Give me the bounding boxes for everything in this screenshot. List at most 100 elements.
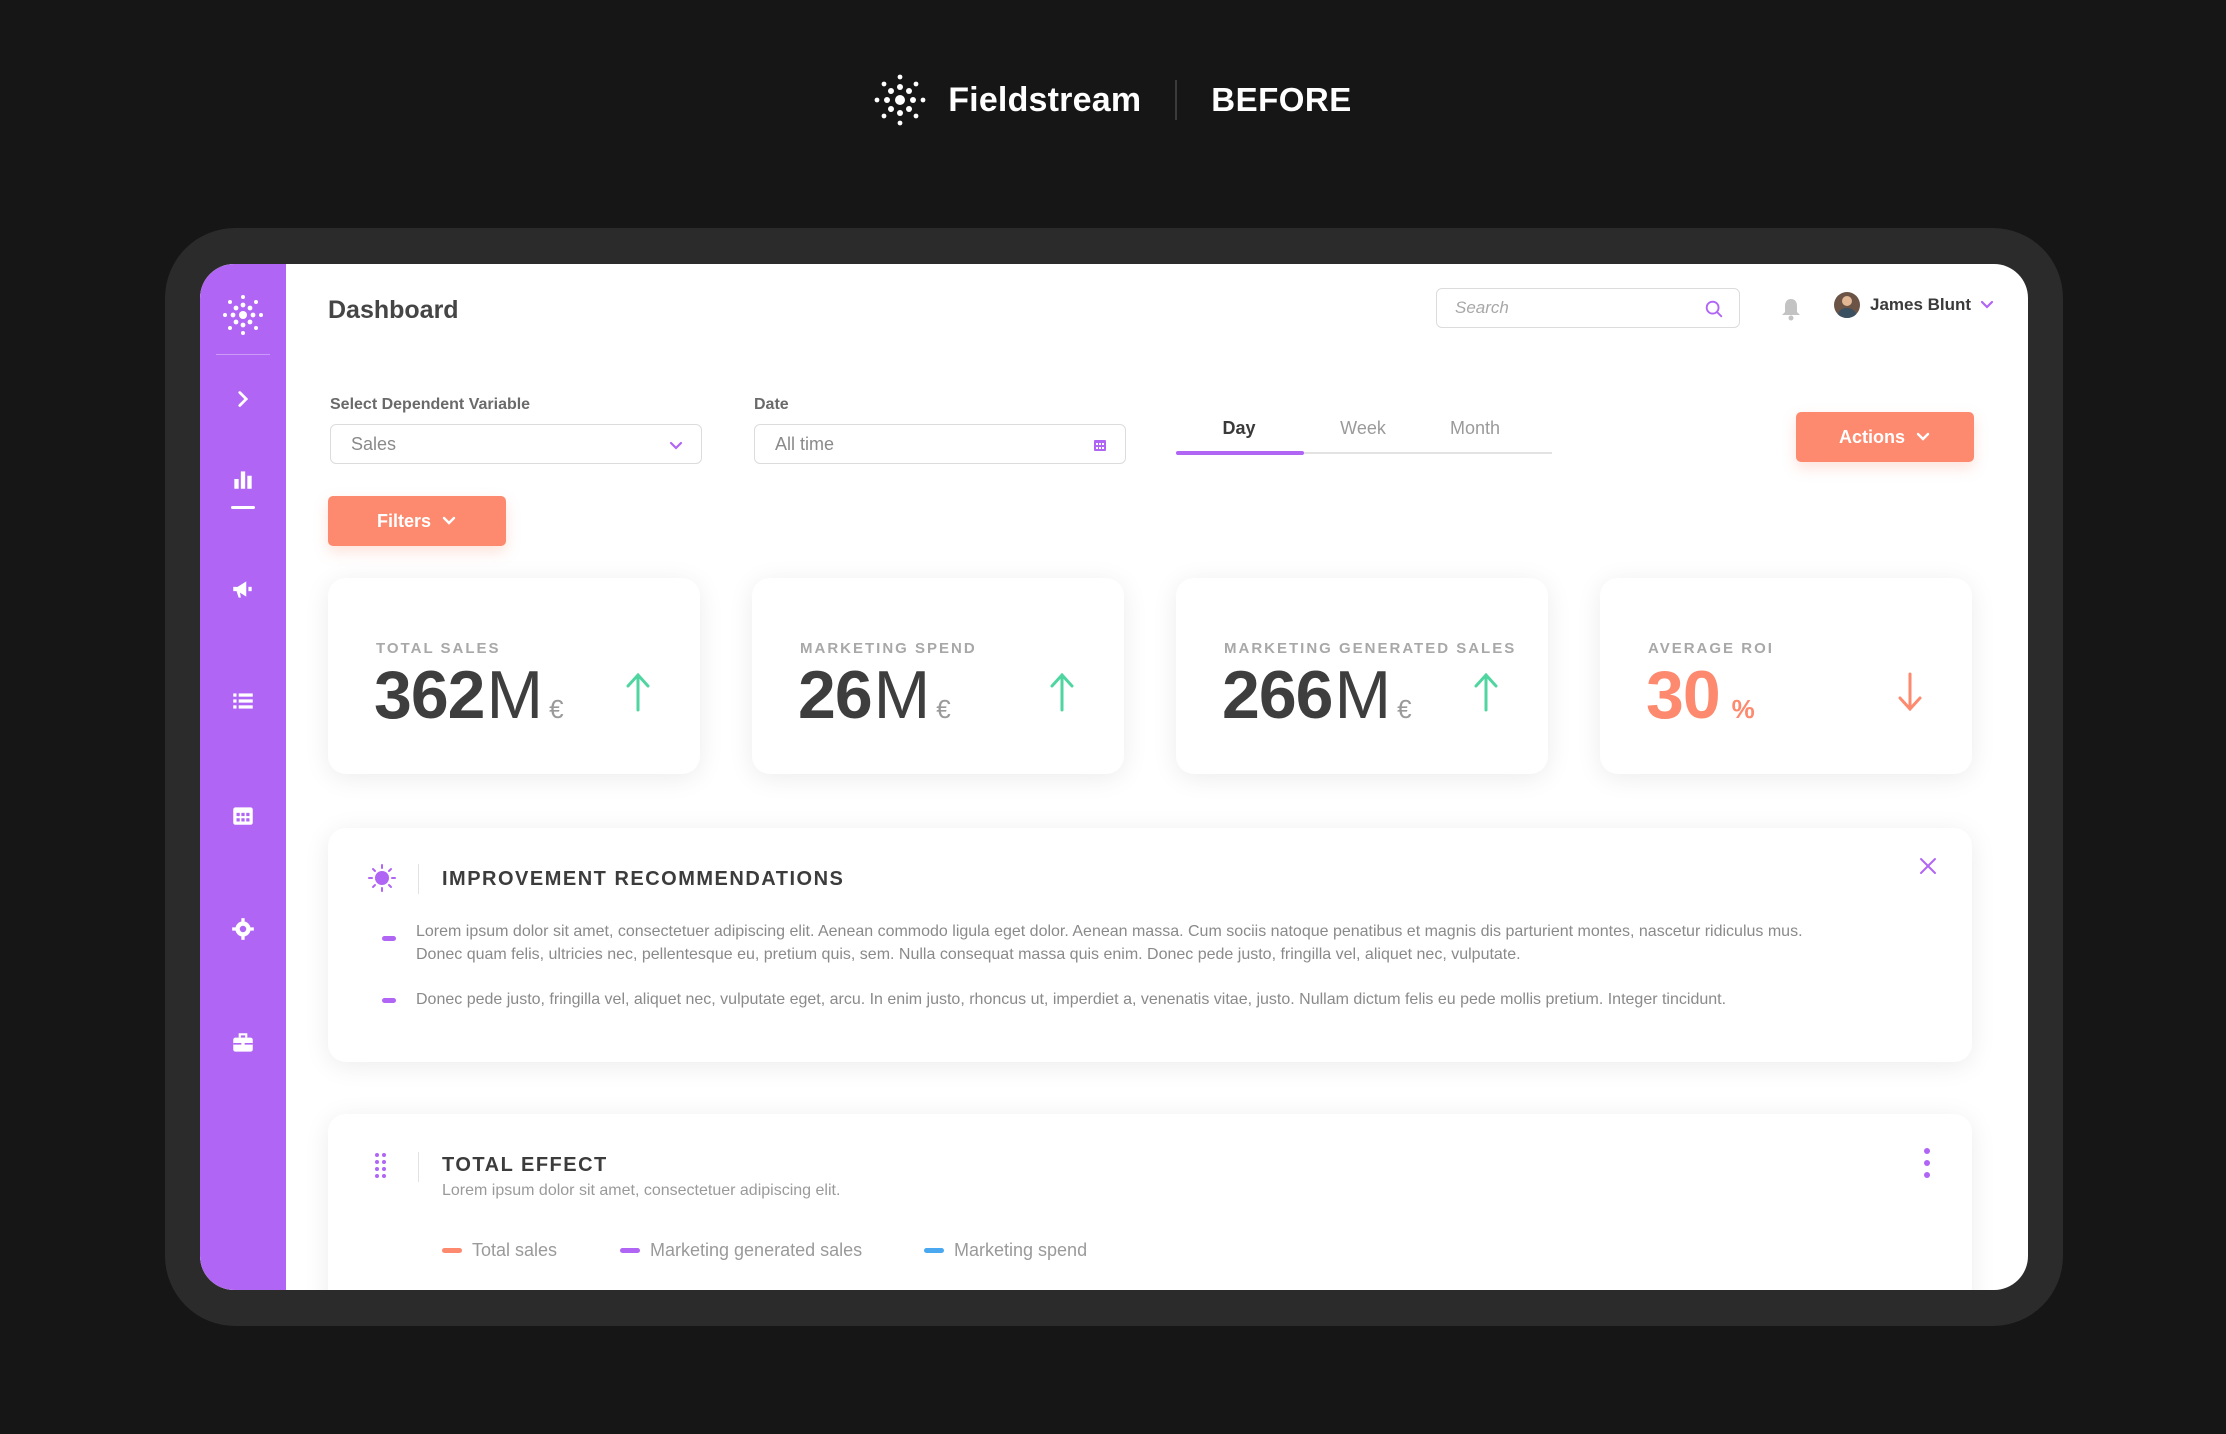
bar-chart-icon (234, 471, 252, 489)
user-menu[interactable]: James Blunt (1834, 292, 1995, 318)
kpi-currency: € (1397, 694, 1412, 724)
close-icon[interactable] (1918, 856, 1938, 876)
chevron-down-icon (669, 441, 683, 450)
kpi-value: 266 M € (1222, 656, 1412, 734)
legend-item-marketing-spend[interactable]: Marketing spend (924, 1240, 1087, 1261)
megaphone-icon (233, 581, 252, 598)
brand-tag: BEFORE (1211, 81, 1352, 118)
notification-bell-icon[interactable] (1780, 297, 1802, 321)
kpi-currency: € (549, 694, 564, 724)
search-icon[interactable] (1703, 298, 1725, 320)
drag-handle-icon[interactable] (374, 1152, 388, 1178)
sidebar-item-settings[interactable] (226, 912, 260, 946)
kpi-unit: M (486, 657, 544, 733)
bullet-dash (382, 936, 396, 941)
kpi-value: 26 M € (798, 656, 951, 734)
fieldstream-logo-icon (874, 74, 926, 126)
logo-icon[interactable] (222, 294, 264, 336)
recommendations-panel: IMPROVEMENT RECOMMENDATIONS Lorem ipsum … (328, 828, 1972, 1062)
recommendation-item: Lorem ipsum dolor sit amet, consectetuer… (416, 923, 1803, 963)
date-label: Date (754, 396, 789, 413)
kpi-number: 362 (374, 657, 485, 733)
kpi-value: 362 M € (374, 656, 564, 734)
legend-item-total-sales[interactable]: Total sales (442, 1240, 557, 1261)
legend-swatch (442, 1248, 462, 1253)
legend-label: Marketing spend (954, 1240, 1088, 1260)
active-tab-indicator (1176, 451, 1304, 455)
kpi-value: 30 % (1646, 656, 1755, 734)
chevron-down-icon (1916, 432, 1930, 441)
kpi-label: AVERAGE ROI (1648, 640, 1774, 657)
arrow-up-icon (1050, 672, 1074, 712)
kpi-card-marketing-spend[interactable]: MARKETING SPEND 26 M € (752, 578, 1124, 774)
tab-day[interactable]: Day (1222, 418, 1256, 438)
briefcase-icon (233, 1033, 253, 1052)
total-effect-subtitle: Lorem ipsum dolor sit amet, consectetuer… (442, 1182, 841, 1199)
sidebar-item-reports[interactable] (226, 684, 260, 718)
kpi-label: MARKETING SPEND (800, 640, 977, 657)
expand-sidebar-button[interactable] (226, 382, 260, 416)
dependent-variable-select[interactable]: Sales (330, 424, 702, 464)
tab-month[interactable]: Month (1449, 418, 1501, 438)
filters-button[interactable]: Filters (328, 496, 506, 546)
sidebar-active-indicator (231, 506, 255, 509)
kpi-currency: € (936, 694, 951, 724)
period-tabs: Day Week Month (1176, 414, 1552, 455)
calendar-icon (1094, 440, 1106, 451)
recommendations-title: IMPROVEMENT RECOMMENDATIONS (442, 868, 845, 890)
kpi-unit: M (873, 657, 931, 733)
legend-swatch (924, 1248, 944, 1253)
dependent-variable-value: Sales (351, 433, 397, 454)
sidebar-item-calendar[interactable] (226, 798, 260, 832)
legend-label: Total sales (472, 1240, 558, 1260)
kpi-label: MARKETING GENERATED SALES (1224, 640, 1517, 657)
actions-button[interactable]: Actions (1796, 412, 1974, 462)
tab-week[interactable]: Week (1340, 418, 1386, 438)
sidebar-item-portfolio[interactable] (226, 1026, 260, 1060)
more-options-icon[interactable] (1924, 1148, 1930, 1178)
kpi-card-marketing-generated-sales[interactable]: MARKETING GENERATED SALES 266 M € (1176, 578, 1548, 774)
arrow-up-icon (626, 672, 650, 712)
page-title: Dashboard (328, 296, 459, 324)
panel-divider (418, 864, 419, 894)
actions-button-label: Actions (1838, 426, 1905, 447)
list-icon (233, 693, 253, 709)
main-content: Dashboard James Blunt Select Dependent V… (286, 264, 2028, 1290)
date-picker[interactable]: All time (754, 424, 1126, 464)
user-name: James Blunt (1870, 295, 1972, 314)
panel-divider (418, 1152, 419, 1182)
kpi-card-total-sales[interactable]: TOTAL SALES 362 M € (328, 578, 700, 774)
dependent-variable-label: Select Dependent Variable (330, 396, 531, 413)
kpi-card-average-roi[interactable]: AVERAGE ROI 30 % (1600, 578, 1972, 774)
arrow-up-icon (1474, 672, 1498, 712)
kpi-number: 30 (1646, 657, 1721, 733)
chevron-down-icon (442, 516, 456, 525)
brand-name: Fieldstream (948, 80, 1142, 119)
kpi-percent: % (1731, 694, 1755, 724)
total-effect-title: TOTAL EFFECT (442, 1154, 608, 1176)
search-box[interactable] (1436, 288, 1740, 328)
kpi-number: 26 (798, 657, 873, 733)
gear-icon (232, 918, 254, 940)
avatar (1834, 292, 1860, 318)
legend-swatch (620, 1248, 640, 1253)
legend-item-marketing-generated-sales[interactable]: Marketing generated sales (620, 1240, 862, 1261)
chevron-right-icon (238, 391, 249, 407)
search-input[interactable] (1455, 298, 1695, 318)
lightbulb-icon (368, 864, 396, 892)
kpi-number: 266 (1222, 657, 1333, 733)
arrow-down-icon (1898, 672, 1922, 712)
date-value: All time (775, 433, 835, 454)
app-screen: Dashboard James Blunt Select Dependent V… (200, 264, 2028, 1290)
sidebar (200, 264, 286, 1290)
brand-header: Fieldstream BEFORE (0, 74, 2226, 126)
calendar-icon (233, 807, 253, 825)
sidebar-item-analytics[interactable] (226, 462, 260, 496)
recommendation-item: Donec pede justo, fringilla vel, aliquet… (416, 991, 1727, 1008)
filters-button-label: Filters (376, 510, 432, 531)
sidebar-divider (216, 354, 270, 355)
sidebar-item-campaigns[interactable] (226, 572, 260, 606)
kpi-unit: M (1334, 657, 1392, 733)
brand-divider (1175, 80, 1178, 120)
legend-label: Marketing generated sales (650, 1240, 863, 1260)
